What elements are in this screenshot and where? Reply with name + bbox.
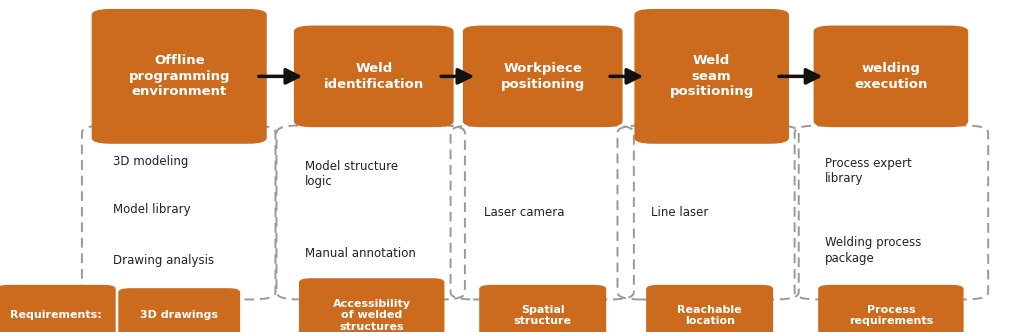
- FancyBboxPatch shape: [294, 26, 454, 127]
- Text: Offline
programming
environment: Offline programming environment: [128, 54, 230, 98]
- Text: Spatial
structure: Spatial structure: [514, 305, 571, 326]
- Text: Laser camera: Laser camera: [484, 206, 564, 219]
- FancyBboxPatch shape: [299, 278, 444, 332]
- Text: Model structure
logic: Model structure logic: [305, 160, 398, 189]
- Text: Weld
identification: Weld identification: [324, 62, 424, 91]
- Text: Line laser: Line laser: [651, 206, 709, 219]
- FancyBboxPatch shape: [119, 288, 240, 332]
- Text: welding
execution: welding execution: [854, 62, 928, 91]
- Text: Requirements:: Requirements:: [10, 310, 102, 320]
- FancyBboxPatch shape: [818, 285, 964, 332]
- FancyBboxPatch shape: [634, 9, 788, 144]
- FancyBboxPatch shape: [463, 26, 623, 127]
- Text: 3D modeling: 3D modeling: [114, 155, 188, 168]
- Text: Model library: Model library: [114, 203, 191, 216]
- FancyBboxPatch shape: [646, 285, 773, 332]
- Text: Weld
seam
positioning: Weld seam positioning: [670, 54, 754, 98]
- FancyBboxPatch shape: [479, 285, 606, 332]
- Text: Process
requirements: Process requirements: [849, 305, 933, 326]
- Text: Workpiece
positioning: Workpiece positioning: [501, 62, 585, 91]
- Text: Accessibility
of welded
structures: Accessibility of welded structures: [333, 299, 411, 332]
- Text: 3D drawings: 3D drawings: [140, 310, 218, 320]
- Text: Reachable
location: Reachable location: [677, 305, 742, 326]
- FancyBboxPatch shape: [0, 285, 116, 332]
- Text: Drawing analysis: Drawing analysis: [114, 254, 214, 267]
- Text: Manual annotation: Manual annotation: [305, 247, 416, 260]
- FancyBboxPatch shape: [813, 26, 969, 127]
- Text: Welding process
package: Welding process package: [824, 236, 921, 265]
- Text: Process expert
library: Process expert library: [824, 157, 911, 185]
- FancyBboxPatch shape: [91, 9, 266, 144]
